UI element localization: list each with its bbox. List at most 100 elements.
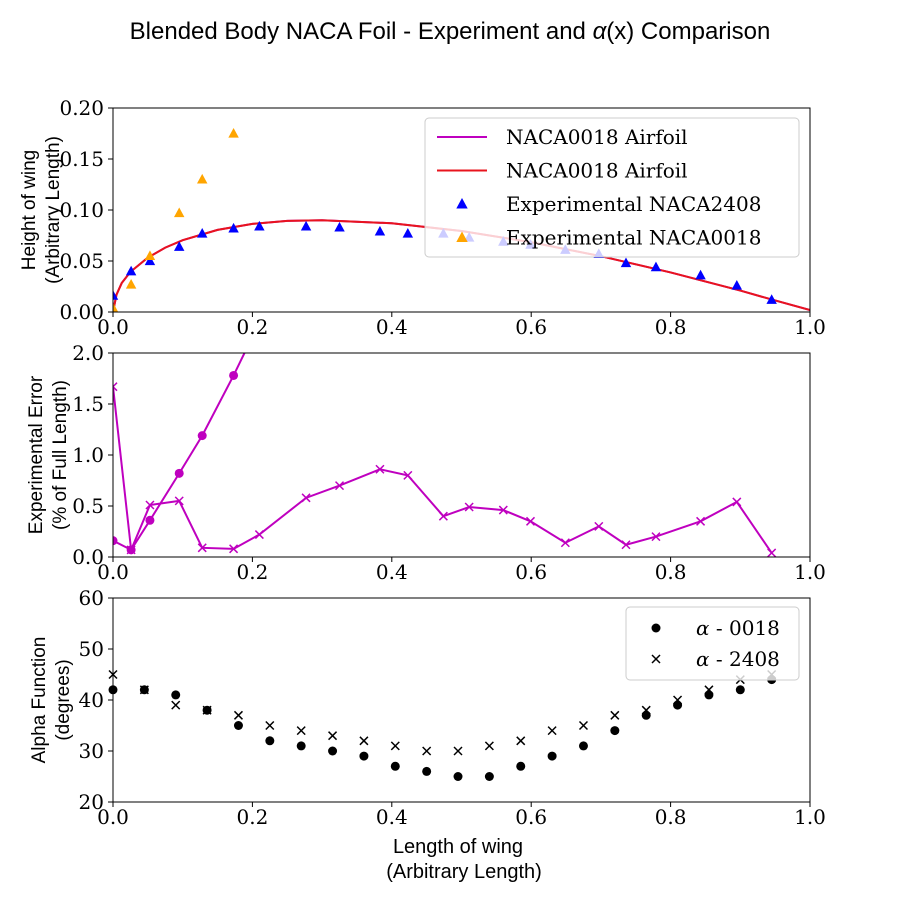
legend-label: Experimental NACA0018 (506, 226, 761, 250)
alpha-point (296, 726, 306, 736)
x-tick-label: 0.6 (515, 805, 547, 829)
data-point-2 (334, 221, 345, 232)
alpha-point (171, 690, 181, 700)
height-profile-chart: 0.0 0.2 0.4 0.6 0.8 1.0 0.00 0.05 0.10 0.15 0.20 He… (19, 96, 826, 339)
data-point-2 (766, 294, 777, 304)
data-point-3 (228, 128, 239, 138)
error-point (375, 464, 385, 474)
error-point (525, 516, 536, 526)
error-point (732, 497, 742, 507)
error-point (197, 431, 207, 441)
alpha-point (673, 695, 683, 705)
alpha-point (484, 741, 494, 751)
y-tick-label: 30 (79, 739, 104, 763)
legend-label: NACA0018 Airfoil (506, 159, 688, 183)
plot-area (108, 669, 777, 781)
alpha-point (328, 746, 338, 756)
alpha-point (171, 700, 181, 710)
alpha-point (202, 705, 212, 715)
x-tick-label: 0.6 (515, 560, 547, 584)
y-tick-label: 0.5 (72, 494, 104, 518)
x-tick-label: 0.6 (515, 315, 547, 339)
error-point (254, 530, 264, 540)
y-tick-label: 2.0 (72, 341, 104, 365)
alpha-point (578, 720, 589, 731)
x-tick-label: 0.4 (376, 805, 408, 829)
alpha-point (547, 751, 557, 761)
error-point (174, 468, 184, 478)
alpha-point (735, 685, 745, 695)
x-tick-label: 0.8 (655, 315, 687, 339)
error-point (464, 502, 474, 512)
alpha-point (704, 690, 714, 700)
x-tick-label: 0.0 (97, 560, 129, 584)
legend-label: NACA0018 Airfoil (506, 125, 688, 149)
y-tick-label: 0.15 (59, 147, 104, 171)
alpha-point (610, 710, 620, 720)
data-point-2 (650, 261, 662, 272)
alpha-point (641, 710, 651, 720)
y-tick-label: 20 (79, 790, 104, 814)
plot-area (113, 353, 777, 557)
error-point (560, 538, 570, 548)
data-point-3 (196, 173, 208, 184)
alpha-point (673, 700, 683, 710)
alpha-point (265, 720, 275, 731)
data-point-2 (731, 279, 743, 290)
alpha-point (296, 741, 306, 751)
error-point (438, 511, 448, 521)
x-tick-label: 0.0 (97, 805, 129, 829)
x-tick-label: 0.2 (236, 805, 268, 829)
experimental-error-chart: 0.0 0.2 0.4 0.6 0.8 1.0 0.0 0.5 1.0 1.5 2.0 Experim… (26, 341, 826, 584)
data-point-2 (144, 255, 156, 266)
x-tick-label: 0.2 (236, 315, 268, 339)
x-tick-label: 0.4 (376, 315, 408, 339)
figure-title-alpha: α (593, 18, 608, 45)
alpha-point (516, 736, 526, 746)
y-tick-label: 50 (79, 637, 104, 661)
y-axis-label-line1: Height of wing (19, 150, 40, 270)
data-point-2 (374, 225, 386, 236)
alpha-point (453, 746, 463, 756)
error-point (403, 470, 413, 480)
alpha-point (484, 772, 494, 781)
alpha-point (359, 736, 369, 746)
x-tick-label: 1.0 (794, 805, 826, 829)
data-point-3 (173, 207, 185, 218)
data-point-3 (113, 302, 119, 312)
error-point (145, 515, 155, 525)
legend-label: Experimental NACA2408 (506, 192, 761, 216)
plot-area (113, 128, 810, 312)
error-point (113, 382, 118, 392)
error-point (229, 370, 239, 380)
y-axis-label-line1: Experimental Error (26, 375, 47, 534)
error-point (498, 505, 508, 515)
error-point (696, 516, 706, 526)
data-point-2 (196, 227, 208, 238)
legend-frame (424, 117, 800, 258)
figure-title: Blended Body NACA Foil - Experiment and … (130, 18, 771, 45)
y-tick-label: 0.0 (72, 545, 104, 569)
alpha-point (390, 761, 400, 771)
error-line-1 (113, 386, 773, 554)
x-tick-label: 0.0 (97, 315, 129, 339)
error-point (126, 545, 136, 555)
legend-swatch (456, 198, 468, 209)
alpha-point (328, 731, 338, 741)
y-axis-label-line1: Alpha Function (29, 637, 50, 764)
data-point-2 (300, 220, 312, 231)
alpha-point (453, 772, 463, 781)
y-tick-label: 40 (79, 688, 104, 712)
alpha-point (641, 705, 651, 715)
alpha-point (704, 685, 714, 695)
legend-swatch (456, 231, 468, 242)
legend-label: α - 0018 (696, 616, 780, 640)
y-tick-label: 0.10 (59, 198, 104, 222)
alpha-function-chart: 0.0 0.2 0.4 0.6 0.8 1.0 20 30 40 50 60 Alpha Functi… (29, 586, 826, 829)
alpha-point (610, 726, 620, 736)
data-point-3 (144, 250, 156, 261)
alpha-point (547, 726, 557, 736)
y-tick-label: 0.00 (59, 300, 104, 324)
error-point (145, 500, 155, 510)
error-point (229, 544, 239, 554)
